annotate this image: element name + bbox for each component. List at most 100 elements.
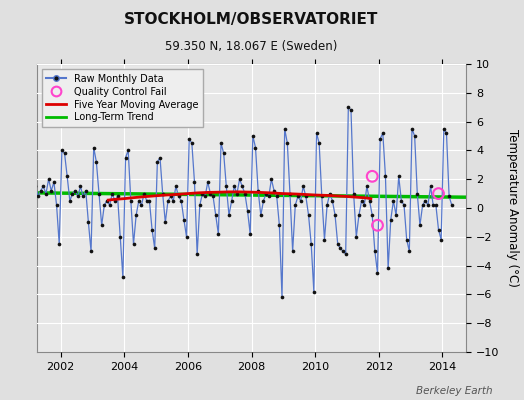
Point: [100, 202, 108, 208]
Point: [265, 193, 273, 200]
Point: [442, 130, 451, 136]
Point: [180, 216, 188, 223]
Point: [373, 270, 381, 276]
Point: [158, 190, 167, 197]
Point: [79, 193, 88, 200]
Point: [291, 202, 300, 208]
Point: [267, 176, 276, 182]
Point: [416, 222, 424, 228]
Point: [432, 202, 440, 208]
Point: [148, 226, 156, 233]
Point: [137, 202, 146, 208]
Point: [333, 241, 342, 247]
Point: [73, 193, 82, 200]
Point: [50, 179, 58, 185]
Point: [360, 202, 368, 208]
Point: [39, 183, 48, 190]
Point: [381, 173, 390, 180]
Point: [127, 198, 135, 204]
Point: [156, 154, 164, 161]
Point: [201, 193, 209, 200]
Point: [132, 212, 140, 218]
Text: STOCKHOLM/OBSERVATORIET: STOCKHOLM/OBSERVATORIET: [124, 12, 379, 27]
Point: [220, 150, 228, 156]
Point: [307, 241, 315, 247]
Point: [116, 234, 124, 240]
Point: [135, 198, 143, 204]
Text: Berkeley Earth: Berkeley Earth: [416, 386, 493, 396]
Point: [376, 136, 385, 142]
Point: [272, 193, 281, 200]
Point: [212, 212, 220, 218]
Point: [195, 202, 204, 208]
Point: [440, 126, 448, 132]
Point: [365, 198, 374, 204]
Point: [421, 198, 430, 204]
Point: [342, 251, 350, 257]
Point: [167, 193, 175, 200]
Point: [275, 222, 283, 228]
Point: [209, 193, 217, 200]
Point: [397, 198, 406, 204]
Point: [249, 133, 257, 139]
Point: [288, 248, 297, 254]
Point: [238, 183, 246, 190]
Point: [259, 198, 268, 204]
Point: [347, 107, 355, 113]
Point: [405, 248, 413, 254]
Point: [315, 140, 323, 146]
Point: [427, 183, 435, 190]
Point: [174, 193, 183, 200]
Point: [379, 130, 387, 136]
Point: [185, 136, 193, 142]
Point: [312, 130, 321, 136]
Point: [60, 150, 69, 156]
Point: [225, 212, 233, 218]
Point: [368, 212, 376, 218]
Legend: Raw Monthly Data, Quality Control Fail, Five Year Moving Average, Long-Term Tren: Raw Monthly Data, Quality Control Fail, …: [41, 69, 203, 127]
Point: [254, 188, 263, 194]
Point: [92, 159, 101, 165]
Point: [384, 265, 392, 272]
Text: 59.350 N, 18.067 E (Sweden): 59.350 N, 18.067 E (Sweden): [166, 40, 337, 53]
Point: [227, 198, 236, 204]
Point: [246, 231, 254, 237]
Point: [34, 193, 42, 200]
Point: [222, 183, 231, 190]
Point: [140, 190, 148, 197]
Point: [363, 183, 371, 190]
Point: [124, 147, 133, 154]
Point: [447, 202, 456, 208]
Point: [310, 288, 318, 295]
Point: [217, 140, 225, 146]
Point: [328, 198, 336, 204]
Point: [424, 202, 432, 208]
Point: [445, 193, 453, 200]
Point: [318, 193, 326, 200]
Point: [418, 202, 427, 208]
Point: [434, 190, 443, 197]
Point: [235, 176, 244, 182]
Point: [203, 179, 212, 185]
Point: [42, 190, 50, 197]
Point: [37, 188, 45, 194]
Point: [299, 183, 308, 190]
Point: [270, 188, 278, 194]
Point: [108, 190, 116, 197]
Point: [352, 234, 361, 240]
Point: [182, 234, 191, 240]
Point: [105, 202, 114, 208]
Y-axis label: Temperature Anomaly (°C): Temperature Anomaly (°C): [506, 129, 519, 287]
Point: [122, 154, 130, 161]
Point: [373, 222, 381, 228]
Point: [402, 236, 411, 243]
Point: [392, 212, 400, 218]
Point: [257, 212, 265, 218]
Point: [71, 188, 79, 194]
Point: [55, 241, 63, 247]
Point: [161, 219, 170, 226]
Point: [302, 193, 310, 200]
Point: [387, 216, 395, 223]
Point: [233, 190, 241, 197]
Point: [395, 173, 403, 180]
